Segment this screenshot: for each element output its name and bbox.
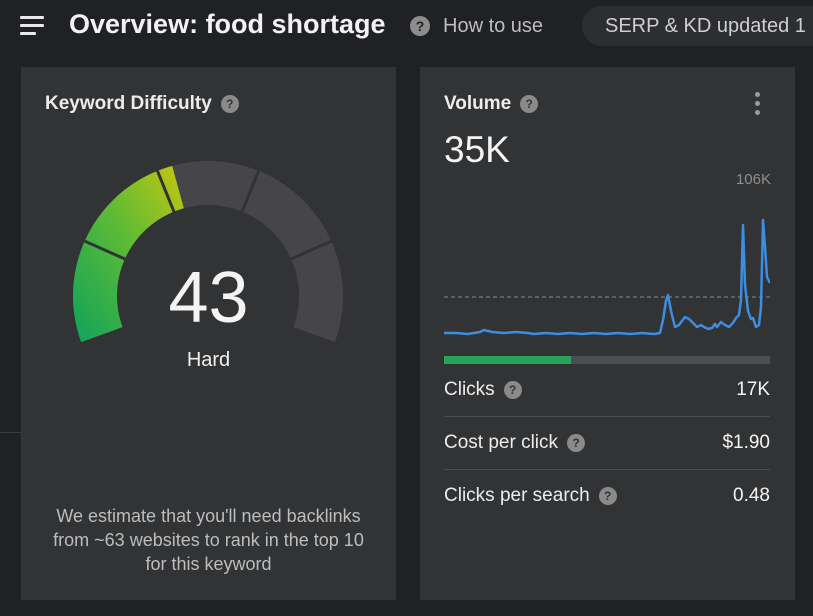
metric-label: Cost per click [444, 432, 559, 453]
volume-trend-chart [444, 218, 770, 336]
volume-help-icon[interactable]: ? [520, 95, 539, 113]
volume-card: Volume ? 35K 106K Clicks? 17K Cost per c… [420, 67, 795, 600]
serp-status-badge[interactable]: SERP & KD updated 1 [582, 6, 813, 46]
gauge-tick [289, 239, 333, 261]
gauge-fill [72, 165, 184, 343]
kd-gauge [72, 161, 343, 343]
gauge-tick [240, 169, 261, 214]
clicks-help-icon[interactable]: ? [503, 381, 522, 399]
metric-label: Clicks [444, 379, 495, 400]
kd-score: 43 [168, 258, 249, 338]
gauge-ticks [83, 169, 333, 261]
help-icon: ? [410, 16, 430, 36]
volume-value: 35K [444, 129, 510, 170]
how-to-use-label: How to use [443, 14, 544, 37]
clicks-bar-fill [444, 356, 572, 364]
divider [444, 416, 770, 417]
how-to-use-link[interactable]: ? How to use [410, 14, 543, 38]
kd-estimate: We estimate that you'll need backlinks f… [53, 506, 364, 574]
metric-cost-per-click: Cost per click? $1.90 [444, 417, 770, 469]
keyword-difficulty-card: Keyword Difficulty ? 43 Hard We estimate… [21, 67, 396, 600]
kd-help-icon[interactable]: ? [220, 95, 239, 113]
cps-help-icon[interactable]: ? [598, 487, 617, 505]
kd-title: Keyword Difficulty ? [45, 93, 239, 115]
volume-max-label: 106K [735, 171, 771, 188]
more-options-icon[interactable] [752, 92, 762, 116]
gauge-tick [155, 169, 176, 214]
trend-line [444, 218, 770, 336]
metric-label: Clicks per search [444, 485, 590, 506]
divider [444, 469, 770, 470]
metric-clicks-per-search: Clicks per search? 0.48 [444, 470, 770, 522]
volume-title-label: Volume [444, 93, 512, 114]
divider [0, 432, 21, 433]
gauge-tick [83, 239, 127, 261]
metric-value: 17K [736, 379, 770, 400]
kd-level: Hard [186, 349, 231, 371]
clicks-bar [444, 356, 770, 364]
top-bar: Overview: food shortage ? How to use SER… [0, 0, 813, 52]
menu-icon[interactable] [20, 16, 44, 36]
page-title: Overview: food shortage [69, 9, 386, 39]
metric-clicks: Clicks? 17K [444, 364, 770, 416]
volume-title: Volume ? [444, 93, 539, 115]
metric-value: $1.90 [722, 432, 770, 453]
cpc-help-icon[interactable]: ? [567, 434, 586, 452]
kd-title-label: Keyword Difficulty [45, 93, 212, 114]
metric-value: 0.48 [733, 485, 770, 506]
